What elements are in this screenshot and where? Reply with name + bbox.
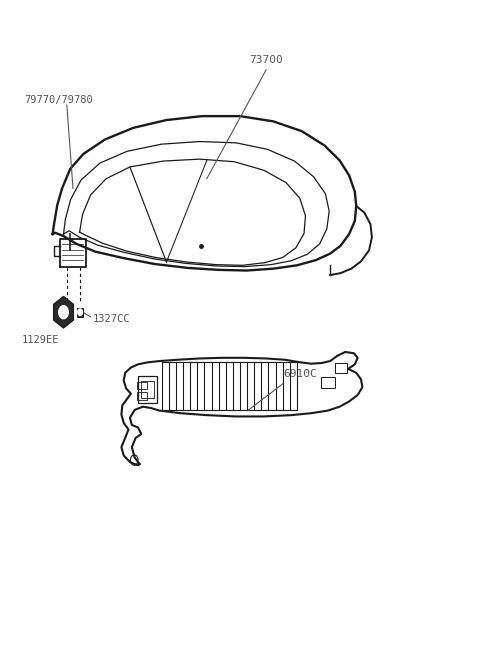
Circle shape [59,306,68,319]
Bar [137,392,146,399]
Text: 1129EE: 1129EE [22,335,59,345]
Circle shape [78,309,83,315]
Bar [321,376,335,388]
Text: 79770/79780: 79770/79780 [24,95,93,106]
Bar [138,376,157,403]
Text: 73700: 73700 [249,55,283,64]
Polygon shape [54,296,73,328]
Text: 1327CC: 1327CC [93,315,131,325]
Bar [77,307,84,317]
Bar [137,382,146,389]
Bar [141,381,154,398]
Text: 6910C: 6910C [284,369,317,379]
Bar [335,363,347,373]
